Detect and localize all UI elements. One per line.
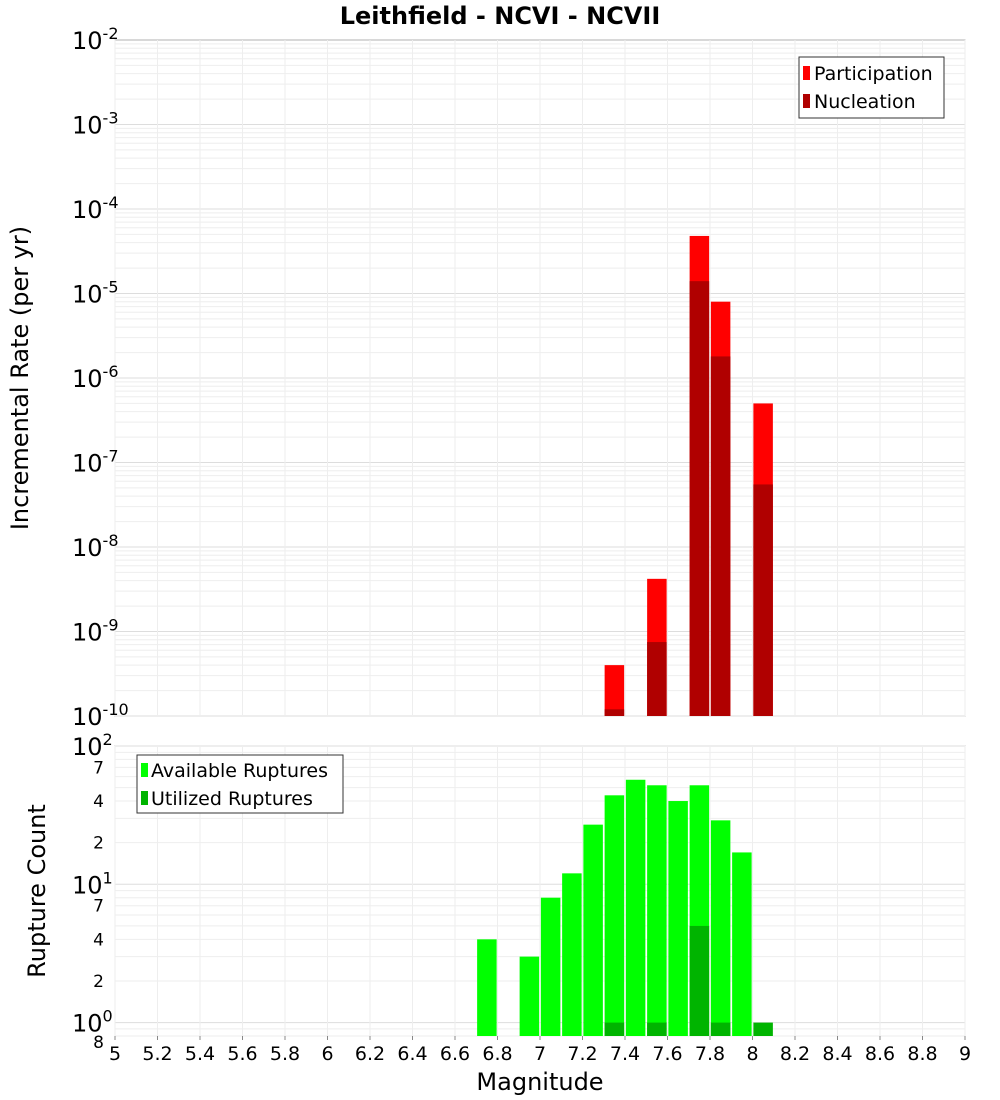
y-minor-tick-label: 2 [93, 834, 104, 854]
nucleation-bar [604, 709, 625, 716]
y-minor-tick-label: 8 [93, 1033, 104, 1053]
y-tick-label: 10-2 [72, 24, 119, 55]
legend-utilized-label: Utilized Ruptures [151, 788, 313, 810]
x-tick-label: 6 [321, 1043, 333, 1065]
y-tick-label: 10-3 [72, 109, 119, 140]
nucleation-bar [710, 356, 731, 716]
available-ruptures-bar [562, 873, 582, 1036]
utilized-ruptures-bar [710, 1022, 731, 1036]
y-tick-label: 10-7 [72, 447, 119, 478]
available-ruptures-bar [477, 939, 497, 1036]
x-tick-label: 7 [534, 1043, 546, 1065]
y-tick-label: 101 [72, 868, 113, 899]
utilized-ruptures-bar [753, 1022, 773, 1036]
x-tick-label: 8.2 [780, 1043, 810, 1065]
nucleation-bar [689, 281, 710, 716]
x-tick-label: 7.4 [610, 1043, 640, 1065]
legend-participation-label: Participation [814, 63, 933, 85]
x-tick-label: 6.4 [397, 1043, 427, 1065]
x-tick-label: 8 [746, 1043, 758, 1065]
bottom-legend: Available Ruptures Utilized Ruptures [136, 754, 344, 814]
x-tick-label: 7.2 [567, 1043, 597, 1065]
legend-utilized-swatch [141, 791, 148, 805]
x-tick-label: 8.6 [865, 1043, 895, 1065]
nucleation-bar [647, 642, 667, 716]
utilized-ruptures-bar [647, 1022, 667, 1036]
top-y-axis-label: Incremental Rate (per yr) [6, 226, 34, 530]
available-ruptures-bar [732, 852, 752, 1036]
x-tick-label: 5 [109, 1043, 121, 1065]
top-legend: Participation Nucleation [798, 56, 945, 119]
bottom-bars [477, 779, 773, 1036]
available-ruptures-bar [710, 820, 731, 1036]
y-minor-tick-label: 4 [93, 930, 104, 950]
top-bars [604, 235, 773, 716]
available-ruptures-bar [668, 801, 688, 1036]
x-tick-label: 8.4 [822, 1043, 852, 1065]
y-tick-label: 10-4 [72, 193, 119, 224]
x-tick-label: 9 [959, 1043, 971, 1065]
x-tick-label: 7.6 [652, 1043, 682, 1065]
chart-title: Leithfield - NCVI - NCVII [340, 2, 661, 30]
y-minor-tick-label: 2 [93, 972, 104, 992]
x-tick-label: 5.2 [142, 1043, 172, 1065]
x-tick-label: 5.4 [185, 1043, 215, 1065]
nucleation-bar [753, 484, 773, 716]
legend-nucleation-label: Nucleation [814, 91, 916, 113]
legend-available-label: Available Ruptures [151, 760, 328, 782]
x-tick-label: 6.2 [355, 1043, 385, 1065]
y-minor-tick-label: 7 [93, 897, 104, 917]
available-ruptures-bar [519, 956, 540, 1036]
bottom-y-axis-label: Rupture Count [23, 804, 51, 978]
x-tick-label: 5.6 [227, 1043, 257, 1065]
y-minor-tick-label: 7 [93, 758, 104, 778]
legend-nucleation-swatch [803, 94, 810, 108]
participation-bar [604, 665, 625, 716]
x-axis-label: Magnitude [476, 1068, 603, 1096]
x-tick-label: 6.8 [482, 1043, 512, 1065]
y-tick-label: 10-8 [72, 531, 119, 562]
y-tick-label: 10-10 [72, 700, 129, 731]
top-grid [114, 40, 966, 717]
y-tick-label: 102 [72, 730, 113, 761]
legend-participation-swatch [803, 66, 810, 80]
available-ruptures-bar [647, 785, 667, 1036]
x-tick-label: 8.8 [907, 1043, 937, 1065]
available-ruptures-bar [604, 795, 625, 1036]
y-tick-label: 10-6 [72, 362, 119, 393]
legend-available-swatch [141, 763, 148, 777]
x-tick-label: 5.8 [270, 1043, 300, 1065]
utilized-ruptures-bar [604, 1022, 625, 1036]
y-minor-tick-label: 4 [93, 792, 104, 812]
y-tick-label: 10-9 [72, 616, 119, 647]
x-tick-label: 6.6 [440, 1043, 470, 1065]
available-ruptures-bar [540, 897, 561, 1036]
x-tick-label: 7.8 [695, 1043, 725, 1065]
available-ruptures-bar [583, 824, 603, 1036]
available-ruptures-bar [625, 779, 646, 1036]
x-ticks: 5 5.2 5.4 5.6 5.8 6 6.2 6.4 6.6 6.8 7 7.2 7.4 7.6 7.8 8… [109, 1036, 971, 1065]
y-tick-label: 10-5 [72, 278, 119, 309]
utilized-ruptures-bar [689, 925, 710, 1036]
